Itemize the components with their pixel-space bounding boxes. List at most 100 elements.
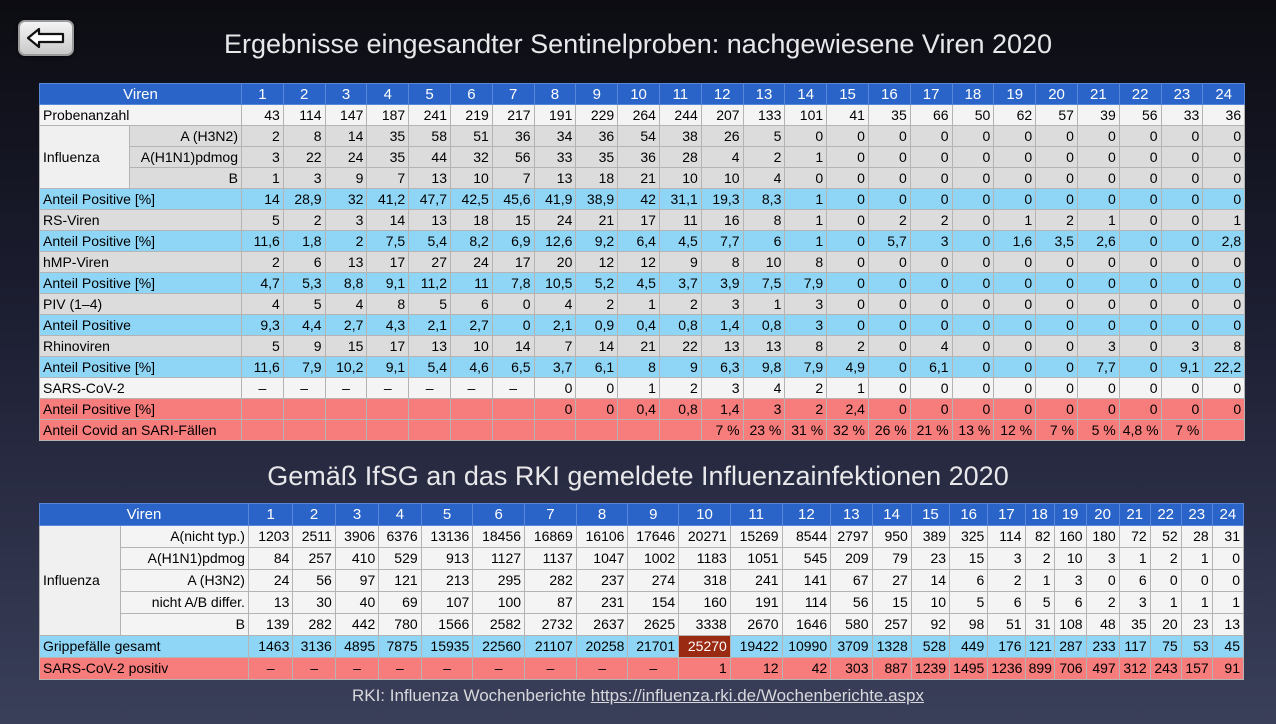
data-cell: 10	[910, 591, 951, 614]
week-header: 19	[1053, 503, 1087, 526]
sentinel-table: Viren 1 2 3 4 5 6 7 8 9 10 11 12 13 14 15 16 17 18 19 20 21 22…	[39, 83, 1246, 441]
data-cell: 0	[1202, 167, 1246, 189]
data-cell: 5	[241, 209, 284, 231]
data-cell: –	[366, 377, 410, 399]
data-cell: 2,4	[826, 398, 869, 420]
data-cell	[408, 419, 451, 441]
row-sublabel: nicht A/B differ.	[119, 591, 249, 614]
data-cell: 28,9	[282, 188, 326, 210]
data-cell: 1	[993, 209, 1037, 231]
data-cell: 1	[241, 167, 284, 189]
header-row: Viren 1 2 3 4 5 6 7 8 9 10 11 12 13 14 15 16 17 18 19 20 21 22…	[39, 83, 1246, 105]
data-cell: 7	[366, 167, 410, 189]
data-cell: 15935	[420, 635, 474, 658]
data-cell: 0,4	[617, 398, 660, 420]
data-cell: 213	[420, 569, 474, 592]
data-cell: 6,4	[617, 230, 660, 252]
data-cell: –	[408, 377, 451, 399]
data-cell: 0	[909, 167, 953, 189]
data-cell: 7 %	[1035, 419, 1078, 441]
data-cell: 1236	[987, 657, 1026, 680]
data-cell: 2,7	[449, 314, 493, 336]
data-cell: 0	[1160, 209, 1204, 231]
week-header: 11	[729, 503, 783, 526]
data-cell: 8	[282, 125, 326, 147]
data-cell: 0	[951, 314, 995, 336]
data-cell: 133	[742, 104, 786, 126]
data-cell: 20	[533, 251, 577, 273]
table-row: A(H1N1)pdmog 84 257 410 529 913 1127 1137 1047 10…	[40, 547, 1245, 570]
data-cell: 0	[1035, 293, 1078, 315]
data-cell: 7,8	[491, 272, 535, 294]
data-cell: 3906	[334, 525, 380, 548]
table-row: Anteil Positive [%] 4,7 5,3 8,8 9,1 11,2 11 7,8…	[39, 272, 1246, 294]
data-cell: 0	[784, 125, 828, 147]
data-cell: 0	[826, 272, 869, 294]
data-cell: 0	[867, 146, 911, 168]
data-cell: 529	[378, 547, 422, 570]
data-cell: 9	[658, 251, 702, 273]
week-header: 4	[378, 503, 422, 526]
data-cell: 92	[910, 613, 951, 636]
data-cell	[617, 419, 660, 441]
data-cell: 11,6	[241, 230, 284, 252]
data-cell: 0	[1118, 335, 1162, 357]
data-cell: 2	[742, 146, 786, 168]
week-header: 15	[910, 503, 951, 526]
data-cell: 21	[617, 335, 660, 357]
data-cell: 0	[993, 167, 1037, 189]
data-cell: 4,8 %	[1118, 419, 1162, 441]
footer-link[interactable]: https://influenza.rki.de/Wochenberichte.…	[590, 686, 925, 705]
data-cell: 0	[491, 314, 535, 336]
week-header: 11	[658, 83, 702, 105]
data-cell: 7,9	[282, 356, 326, 378]
data-cell	[366, 398, 410, 420]
data-cell: 191	[729, 591, 783, 614]
data-cell: 1137	[524, 547, 577, 570]
data-cell: 15	[324, 335, 368, 357]
data-cell: 114	[282, 104, 326, 126]
data-cell: 11	[658, 209, 702, 231]
data-cell: 12	[617, 251, 660, 273]
data-cell: 2,7	[324, 314, 368, 336]
data-cell: 0	[1118, 272, 1162, 294]
data-cell: 0	[867, 188, 911, 210]
data-cell	[449, 398, 493, 420]
back-button[interactable]	[18, 20, 74, 56]
data-cell: 19,3	[700, 188, 744, 210]
data-cell: 22	[282, 146, 326, 168]
data-cell: 8	[784, 335, 828, 357]
data-cell: 0	[826, 230, 869, 252]
data-cell: 0	[867, 314, 911, 336]
week-header: 18	[1024, 503, 1055, 526]
data-cell: 26	[700, 125, 744, 147]
row-label: Anteil Positive [%]	[39, 398, 242, 420]
data-cell: 1203	[247, 525, 294, 548]
data-cell: 0	[1160, 230, 1204, 252]
data-cell: 36	[491, 125, 535, 147]
data-cell: 0,4	[617, 314, 660, 336]
data-cell: 2	[826, 335, 869, 357]
data-cell: 0	[993, 356, 1037, 378]
data-cell	[575, 419, 619, 441]
week-header: 7	[491, 83, 535, 105]
data-cell: 13	[700, 335, 744, 357]
data-cell: 257	[871, 613, 912, 636]
data-cell	[1202, 419, 1246, 441]
data-cell: 0	[491, 293, 535, 315]
data-cell: 8544	[781, 525, 832, 548]
data-cell: 1002	[627, 547, 680, 570]
table-row: Anteil Positive [%] 11,6 1,8 2 7,5 5,4 8,2 6,9 1…	[39, 230, 1246, 252]
data-cell: 36	[1202, 104, 1246, 126]
data-cell: 4,3	[366, 314, 410, 336]
data-cell: 31	[1211, 525, 1245, 548]
data-cell: 0	[826, 125, 869, 147]
week-header: 5	[420, 503, 474, 526]
data-cell: 5	[282, 293, 326, 315]
data-cell: –	[282, 377, 326, 399]
data-cell: 79	[871, 547, 912, 570]
data-cell: 0	[1035, 167, 1078, 189]
data-cell: 108	[1053, 613, 1087, 636]
data-cell: 31	[1024, 613, 1055, 636]
data-cell: 0	[1118, 314, 1162, 336]
